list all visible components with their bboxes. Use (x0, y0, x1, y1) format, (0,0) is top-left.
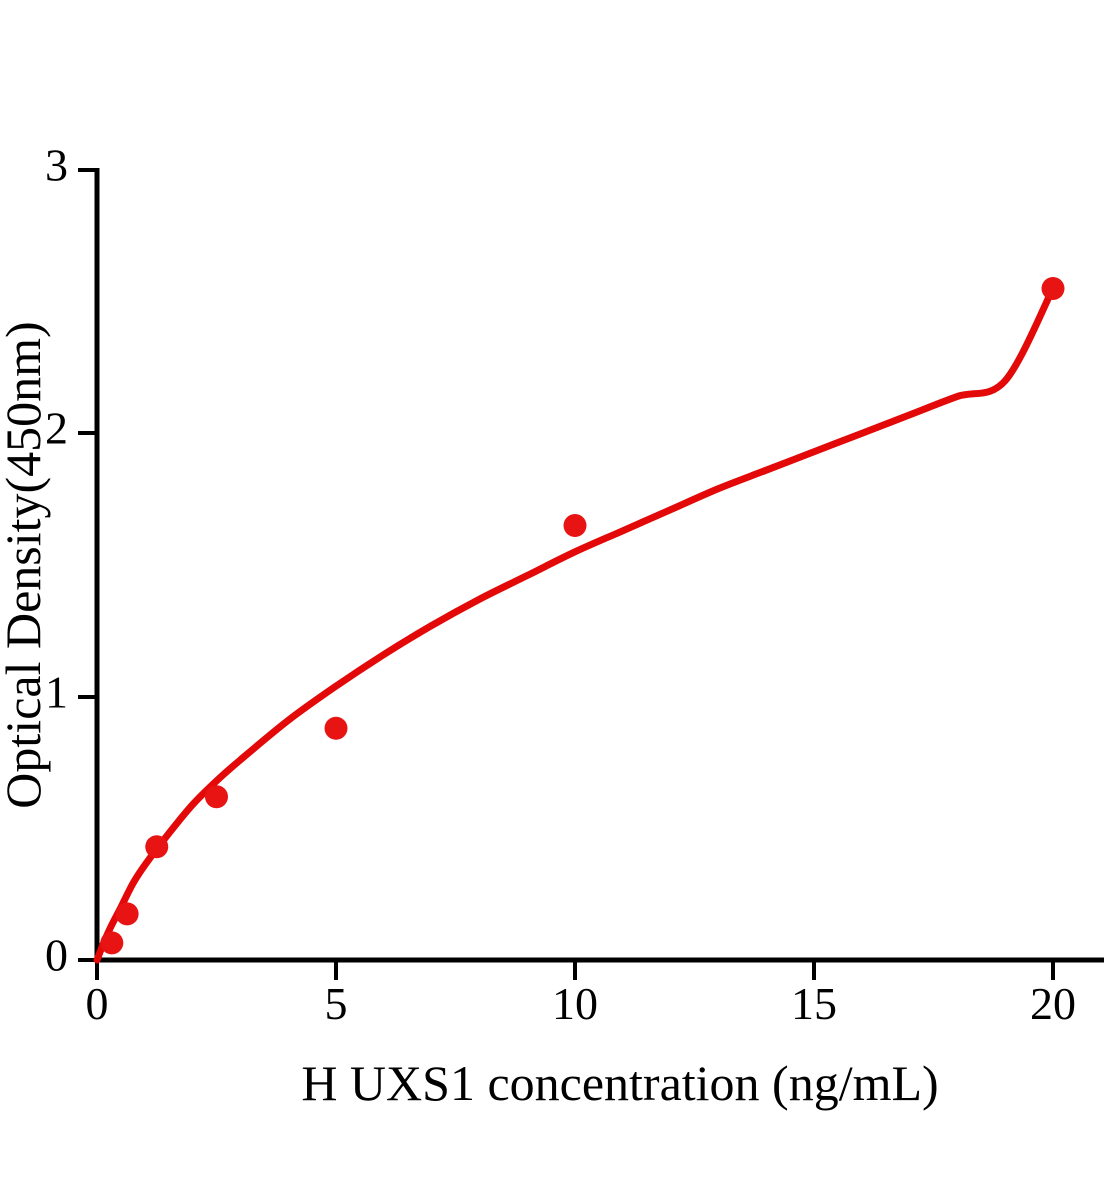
data-point (115, 902, 139, 926)
x-tick-label-10: 10 (552, 978, 598, 1029)
data-point-group (100, 277, 1065, 955)
data-point (1041, 277, 1065, 300)
x-tick-label-20: 20 (1030, 978, 1076, 1029)
data-point (145, 835, 169, 859)
data-point (324, 716, 348, 740)
y-tick-label-1: 1 (45, 667, 68, 718)
y-axis-title: Optical Density(450nm) (0, 321, 51, 808)
data-point (205, 785, 228, 809)
data-point (100, 931, 124, 955)
data-point (563, 514, 587, 537)
y-tick-label-2: 2 (45, 403, 68, 454)
y-tick-label-3: 3 (45, 140, 68, 191)
x-tick-label-0: 0 (86, 978, 109, 1029)
x-axis-title: H UXS1 concentration (ng/mL) (301, 1055, 938, 1111)
fit-curve-path (93, 285, 1057, 964)
x-tick-label-15: 15 (791, 978, 837, 1029)
y-tick-label-0: 0 (45, 930, 68, 981)
x-tick-label-5: 5 (325, 978, 348, 1029)
